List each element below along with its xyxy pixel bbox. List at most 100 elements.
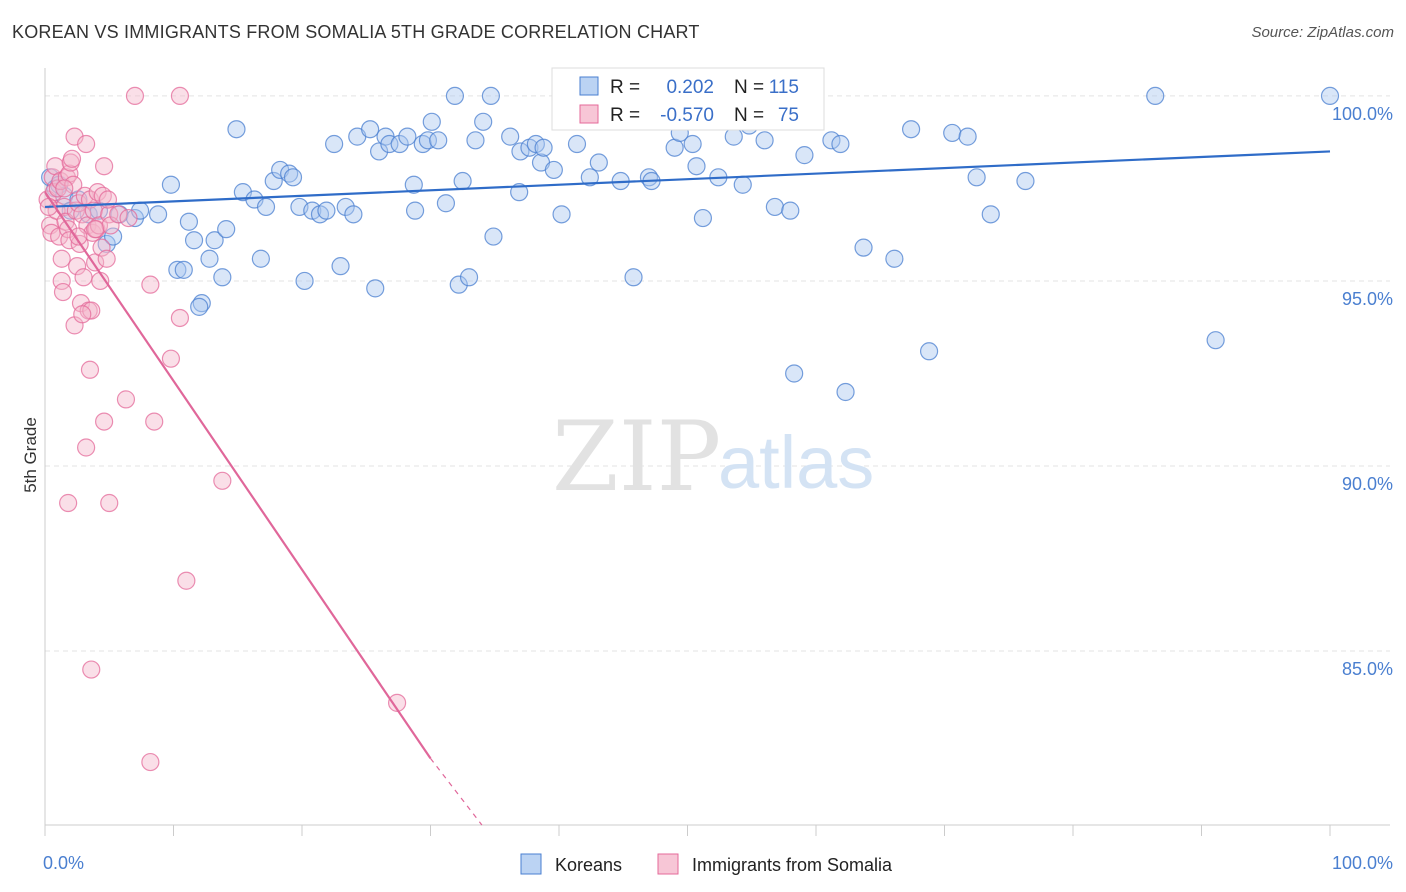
legend-swatch-korean: [579, 76, 599, 96]
korean-point: [174, 260, 193, 279]
korean-point: [190, 297, 209, 316]
korean-point: [256, 197, 276, 217]
bottom-legend-label-somalia: Immigrants from Somalia: [692, 855, 893, 875]
watermark-zip: ZIP: [552, 401, 721, 513]
watermark: ZIP atlas: [552, 401, 874, 513]
somalia-point: [161, 349, 181, 368]
somalia-point: [80, 360, 100, 379]
somalia-point: [213, 471, 232, 490]
korean-point: [901, 120, 921, 139]
x-tick-label: 100.0%: [1332, 853, 1393, 873]
korean-point: [449, 275, 468, 294]
somalia-point: [145, 412, 164, 431]
somalia-point: [69, 227, 88, 246]
korean-point: [366, 279, 385, 298]
somalia-point: [82, 301, 101, 320]
korean-point: [854, 238, 873, 257]
legend-n-label: N =: [734, 77, 764, 98]
legend-n-label: N =: [734, 105, 764, 126]
korean-point: [264, 171, 283, 191]
somalia-point: [64, 175, 83, 194]
korean-point: [227, 120, 246, 139]
trend-layer: [44, 150, 1331, 826]
korean-point: [831, 134, 850, 154]
chart-title: KOREAN VS IMMIGRANTS FROM SOMALIA 5TH GR…: [12, 22, 700, 42]
korean-point: [795, 146, 814, 165]
korean-point: [510, 183, 529, 202]
somalia-point: [170, 308, 190, 328]
korean-point: [1206, 331, 1225, 350]
korean-point: [418, 131, 438, 150]
legend-n-value: 75: [778, 105, 799, 126]
korean-point: [958, 127, 977, 146]
korean-point: [733, 175, 752, 194]
somalia-point: [92, 238, 111, 257]
somalia-point: [53, 282, 73, 302]
x-tick-label: 0.0%: [43, 853, 84, 873]
somalia-point: [68, 257, 87, 276]
korean-point: [755, 131, 774, 150]
korean-point: [624, 268, 643, 287]
korean-point: [336, 197, 355, 217]
korean-point: [785, 364, 804, 383]
somalia-point: [170, 86, 190, 106]
bottom-legend-swatch-somalia: [657, 853, 679, 875]
korean-point: [179, 212, 199, 231]
somalia-point: [52, 249, 71, 268]
korean-point: [390, 134, 409, 154]
somalia-point: [141, 275, 160, 294]
y-tick-label: 85.0%: [1342, 659, 1393, 679]
korean-point: [148, 205, 168, 224]
korean-point: [534, 138, 553, 157]
y-tick-label: 95.0%: [1342, 289, 1393, 309]
somalia-point: [100, 493, 119, 513]
bottom-legend-label-korean: Koreans: [555, 855, 622, 875]
korean-point: [380, 134, 399, 154]
korean-point: [836, 382, 855, 402]
legend-swatch-somalia: [579, 104, 599, 124]
legend-r-label: R =: [610, 77, 640, 98]
korean-point: [1146, 86, 1165, 106]
somalia-point: [62, 149, 82, 168]
korean-point: [283, 168, 303, 187]
korean-point: [200, 249, 219, 268]
korean-point: [344, 205, 363, 224]
y-tick-label: 100.0%: [1332, 104, 1393, 124]
korean-point: [474, 112, 493, 131]
somalia-point: [387, 693, 407, 712]
korean-point: [687, 157, 706, 176]
y-axis-title: 5th Grade: [21, 417, 40, 493]
korean-point: [436, 194, 456, 213]
korean-point: [919, 342, 939, 361]
axis-layer: 100.0% 95.0% 90.0% 85.0% 0.0% 100.0%: [43, 68, 1393, 873]
korean-point: [161, 175, 181, 194]
somalia-point: [86, 220, 105, 239]
korean-point: [885, 249, 904, 268]
korean-point: [484, 227, 503, 246]
somalia-point: [77, 438, 96, 457]
somalia-point: [119, 208, 138, 228]
korean-point: [331, 257, 350, 276]
somalia-point: [95, 157, 114, 176]
grid-layer: [45, 95, 1390, 652]
korean-point: [184, 231, 204, 250]
korean-point: [104, 227, 123, 246]
legend-r-value: 0.202: [666, 77, 714, 98]
korean-point: [1320, 86, 1340, 106]
korean-point: [459, 268, 479, 287]
watermark-atlas: atlas: [718, 421, 874, 504]
somalia-trend-extension: [430, 758, 483, 826]
korean-point: [361, 120, 380, 139]
korean-point: [213, 268, 232, 287]
korean-point: [404, 175, 423, 194]
korean-point: [205, 231, 224, 250]
legend-r-label: R =: [610, 105, 640, 126]
korean-trend-line: [44, 150, 1331, 209]
korean-point: [683, 134, 702, 154]
korean-point: [168, 260, 187, 279]
chart-source: Source: ZipAtlas.com: [1251, 24, 1394, 41]
legend-n-value: 115: [769, 77, 799, 98]
korean-point: [466, 131, 485, 150]
korean-point: [981, 205, 1000, 224]
